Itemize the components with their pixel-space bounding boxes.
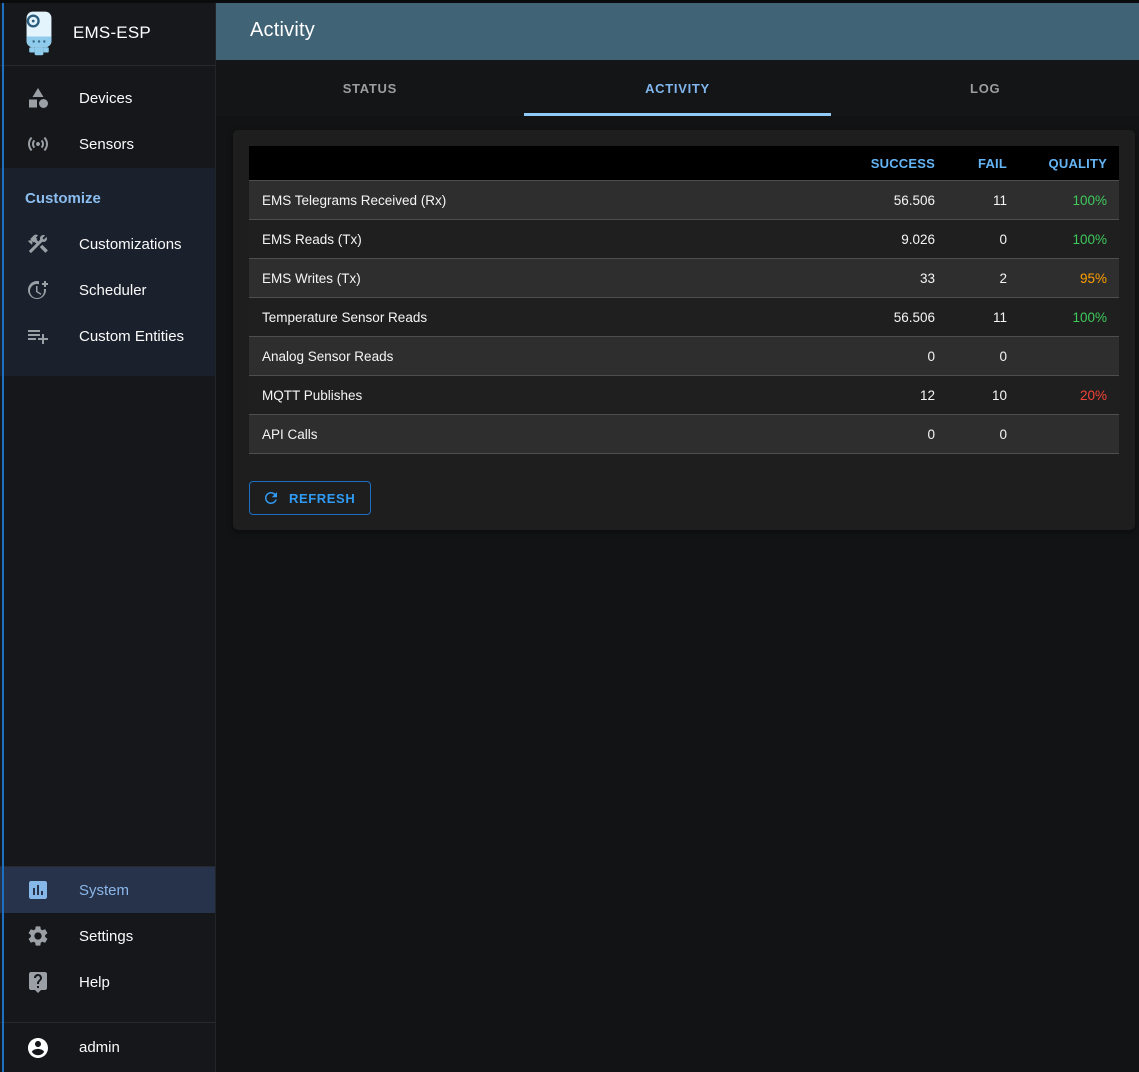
row-name: Analog Sensor Reads: [262, 348, 394, 364]
sidebar-spacer: [0, 376, 215, 866]
table-row: Analog Sensor Reads 0 0: [249, 336, 1119, 375]
sidebar-item-label: Settings: [79, 927, 134, 945]
table-row: MQTT Publishes 12 10 20%: [249, 375, 1119, 414]
row-name: EMS Reads (Tx): [262, 231, 362, 247]
sidebar-item-label: Scheduler: [79, 281, 147, 299]
activity-table: SUCCESS FAIL QUALITY EMS Telegrams Recei…: [249, 146, 1119, 454]
table-row: Temperature Sensor Reads 56.506 11 100%: [249, 297, 1119, 336]
row-success: 33: [919, 270, 935, 286]
more-time-icon: [26, 278, 50, 302]
row-fail: 11: [992, 192, 1007, 208]
tab-log[interactable]: LOG: [970, 80, 1001, 96]
sidebar-item-label: Sensors: [79, 135, 135, 153]
sidebar-item-scheduler[interactable]: Scheduler: [0, 267, 215, 313]
row-quality: 100%: [1072, 309, 1107, 325]
main-nav: Devices Sensors: [0, 66, 215, 167]
column-header-quality: QUALITY: [1048, 155, 1107, 171]
row-name: API Calls: [262, 426, 318, 442]
row-fail: 0: [999, 426, 1007, 442]
boiler-logo-icon: [21, 9, 57, 57]
refresh-button[interactable]: REFRESH: [249, 481, 372, 515]
sidebar-item-label: Customizations: [79, 235, 182, 253]
bottom-nav: System Settings Help: [0, 866, 215, 1005]
row-success: 12: [919, 387, 935, 403]
row-name: Temperature Sensor Reads: [262, 309, 428, 325]
sidebar-item-sensors[interactable]: Sensors: [0, 121, 215, 167]
sidebar-item-settings[interactable]: Settings: [0, 913, 215, 959]
window-top-edge: [0, 0, 1139, 3]
tab-bar: STATUS ACTIVITY LOG: [216, 60, 1139, 116]
sidebar-item-label: Devices: [79, 89, 133, 107]
refresh-icon: [262, 489, 280, 507]
tab-status[interactable]: STATUS: [342, 80, 397, 96]
customize-section-header: Customize: [25, 190, 101, 207]
column-header-fail: FAIL: [978, 155, 1007, 171]
row-quality: 20%: [1079, 387, 1107, 403]
live-help-icon: [26, 970, 50, 994]
left-edge-accent: [2, 0, 4, 1072]
refresh-button-label: REFRESH: [289, 490, 356, 506]
sidebar-item-custom-entities[interactable]: Custom Entities: [0, 313, 215, 359]
sidebar-item-customizations[interactable]: Customizations: [0, 221, 215, 267]
logo-bar: EMS-ESP: [0, 0, 215, 66]
sidebar-item-devices[interactable]: Devices: [0, 75, 215, 121]
sidebar-item-label: Custom Entities: [79, 327, 185, 345]
tab-activity[interactable]: ACTIVITY: [523, 60, 832, 116]
row-quality: 100%: [1072, 231, 1107, 247]
table-row: API Calls 0 0: [249, 414, 1119, 453]
sidebar-item-label: System: [79, 881, 130, 899]
sidebar-item-help[interactable]: Help: [0, 959, 215, 1005]
row-fail: 11: [992, 309, 1007, 325]
table-row: EMS Reads (Tx) 9.026 0 100%: [249, 219, 1119, 258]
user-label: admin: [79, 1039, 120, 1056]
table-header-row: SUCCESS FAIL QUALITY: [249, 146, 1119, 180]
sidebar: EMS-ESP Devices Sensors Customize: [0, 0, 216, 1072]
row-name: EMS Telegrams Received (Rx): [262, 192, 447, 208]
sidebar-item-label: Help: [79, 973, 110, 991]
row-success: 9.026: [901, 231, 935, 247]
user-section: admin: [0, 1022, 215, 1072]
account-circle-icon: [26, 1036, 50, 1060]
row-success: 0: [927, 426, 935, 442]
playlist-add-icon: [26, 324, 50, 348]
sidebar-item-system[interactable]: System: [0, 867, 215, 913]
page-title: Activity: [250, 18, 315, 41]
sensors-icon: [26, 132, 50, 156]
table-row: EMS Telegrams Received (Rx) 56.506 11 10…: [249, 180, 1119, 219]
column-header-success: SUCCESS: [870, 155, 935, 171]
construction-icon: [26, 232, 50, 256]
row-quality: 95%: [1079, 270, 1107, 286]
activity-card: SUCCESS FAIL QUALITY EMS Telegrams Recei…: [233, 130, 1135, 530]
row-success: 0: [927, 348, 935, 364]
row-fail: 0: [999, 348, 1007, 364]
sidebar-item-admin[interactable]: admin: [0, 1023, 215, 1072]
category-icon: [26, 86, 50, 110]
app-title: EMS-ESP: [73, 22, 151, 42]
appbar: Activity: [216, 0, 1139, 60]
row-success: 56.506: [893, 309, 935, 325]
gear-icon: [26, 924, 50, 948]
assessment-icon: [26, 878, 50, 902]
row-fail: 10: [991, 387, 1007, 403]
row-fail: 2: [999, 270, 1007, 286]
row-name: EMS Writes (Tx): [262, 270, 361, 286]
row-name: MQTT Publishes: [262, 387, 363, 403]
row-success: 56.506: [893, 192, 935, 208]
row-quality: 100%: [1072, 192, 1107, 208]
table-body: EMS Telegrams Received (Rx) 56.506 11 10…: [249, 180, 1119, 454]
main-area: Activity STATUS ACTIVITY LOG SUCCESS FAI…: [216, 0, 1139, 1072]
customize-section: Customize Customizations Scheduler Custo…: [0, 168, 215, 376]
table-row: EMS Writes (Tx) 33 2 95%: [249, 258, 1119, 297]
row-fail: 0: [999, 231, 1007, 247]
